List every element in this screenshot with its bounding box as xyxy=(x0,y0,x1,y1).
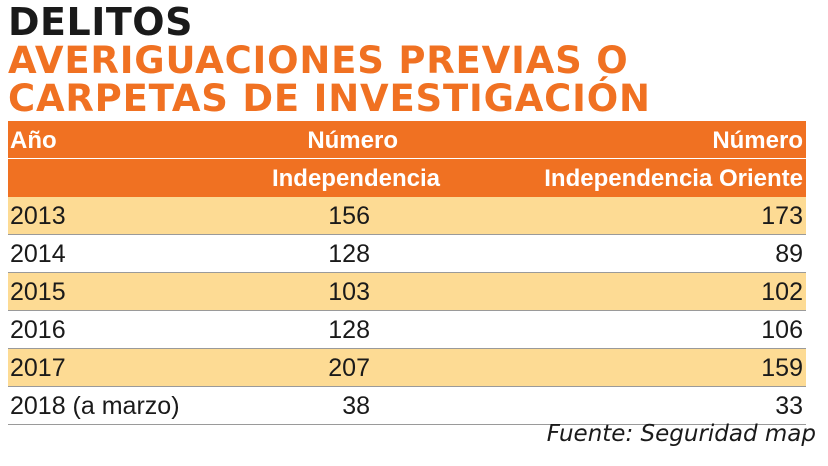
data-table: Año Número Independencia Número Independ… xyxy=(8,121,806,425)
cell-independencia-oriente: 102 xyxy=(761,278,803,306)
table-row: 2015 103 102 xyxy=(8,273,806,311)
cell-independencia: 207 xyxy=(328,354,370,382)
header-col2-top: Número xyxy=(712,127,803,154)
section-kicker: DELITOS xyxy=(8,0,193,44)
cell-year: 2015 xyxy=(10,278,66,306)
cell-independencia-oriente: 173 xyxy=(761,202,803,230)
table-header: Año Número Independencia Número Independ… xyxy=(8,121,806,197)
header-year: Año xyxy=(10,127,57,154)
table-row: 2017 207 159 xyxy=(8,349,806,387)
header-col1-bottom: Independencia xyxy=(271,165,440,192)
cell-year: 2014 xyxy=(10,240,66,268)
cell-independencia-oriente: 89 xyxy=(775,240,803,268)
table-row: 2013 156 173 xyxy=(8,197,806,235)
headline-line-1: AVERIGUACIONES PREVIAS O xyxy=(8,39,629,82)
title-block: DELITOS AVERIGUACIONES PREVIAS O CARPETA… xyxy=(8,2,820,118)
table-row: 2014 128 89 xyxy=(8,235,806,273)
cell-independencia: 128 xyxy=(328,316,370,344)
headline-line-2: CARPETAS DE INVESTIGACIÓN xyxy=(8,77,651,120)
cell-independencia-oriente: 33 xyxy=(775,392,803,420)
cell-independencia: 128 xyxy=(328,240,370,268)
source-note: Fuente: Seguridad map xyxy=(546,421,816,447)
cell-independencia: 38 xyxy=(342,392,370,420)
cell-year: 2013 xyxy=(10,202,66,230)
cell-independencia-oriente: 106 xyxy=(761,316,803,344)
cell-year: 2017 xyxy=(10,354,66,382)
table-row: 2018 (a marzo) 38 33 xyxy=(8,387,806,425)
header-divider xyxy=(8,158,806,159)
header-col2-bottom: Independencia Oriente xyxy=(544,165,803,192)
header-col1-top: Número xyxy=(307,127,398,154)
cell-year: 2016 xyxy=(10,316,66,344)
table-row: 2016 128 106 xyxy=(8,311,806,349)
cell-year: 2018 (a marzo) xyxy=(10,392,180,420)
cell-independencia: 156 xyxy=(328,202,370,230)
cell-independencia-oriente: 159 xyxy=(761,354,803,382)
cell-independencia: 103 xyxy=(328,278,370,306)
